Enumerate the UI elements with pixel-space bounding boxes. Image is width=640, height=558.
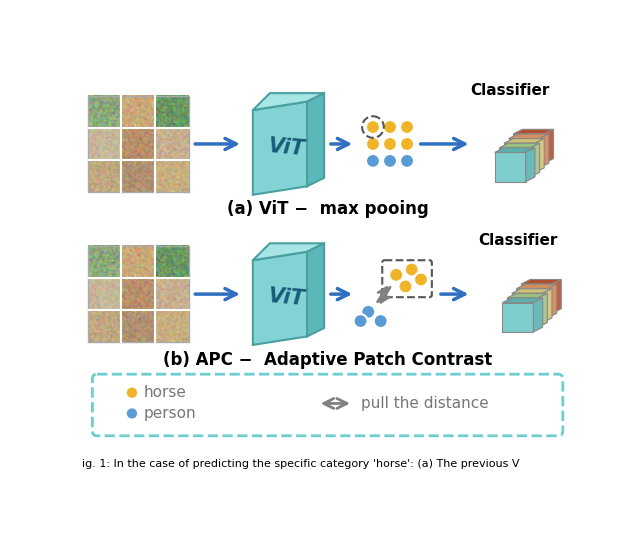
Circle shape <box>366 120 380 134</box>
Polygon shape <box>504 143 535 172</box>
Bar <box>88 96 189 192</box>
Circle shape <box>383 137 397 151</box>
Circle shape <box>404 263 419 276</box>
Polygon shape <box>513 134 544 163</box>
Polygon shape <box>540 134 549 168</box>
Polygon shape <box>509 134 549 138</box>
Text: person: person <box>143 406 196 421</box>
Polygon shape <box>544 129 554 163</box>
Polygon shape <box>253 93 324 110</box>
Text: pull the distance: pull the distance <box>360 396 488 411</box>
Polygon shape <box>307 243 324 336</box>
Circle shape <box>366 137 380 151</box>
Circle shape <box>400 120 414 134</box>
Polygon shape <box>513 129 554 134</box>
Polygon shape <box>307 93 324 186</box>
Polygon shape <box>507 294 547 298</box>
Text: ViT: ViT <box>267 286 305 310</box>
Polygon shape <box>531 143 540 177</box>
Polygon shape <box>547 284 557 318</box>
Polygon shape <box>521 284 552 314</box>
Polygon shape <box>253 243 324 260</box>
Polygon shape <box>509 138 540 168</box>
Circle shape <box>400 137 414 151</box>
Circle shape <box>125 407 138 420</box>
Polygon shape <box>507 298 538 327</box>
Polygon shape <box>525 148 535 182</box>
Polygon shape <box>543 288 552 323</box>
Bar <box>88 246 189 342</box>
FancyBboxPatch shape <box>92 374 563 436</box>
Polygon shape <box>499 148 531 177</box>
Circle shape <box>383 120 397 134</box>
Circle shape <box>353 314 367 328</box>
Polygon shape <box>516 288 547 318</box>
Circle shape <box>125 387 138 399</box>
Circle shape <box>414 272 428 286</box>
Polygon shape <box>502 302 533 332</box>
Circle shape <box>366 154 380 168</box>
Polygon shape <box>535 138 544 172</box>
Circle shape <box>399 280 412 294</box>
Text: (b) APC −  Adaptive Patch Contrast: (b) APC − Adaptive Patch Contrast <box>163 350 493 369</box>
Text: Classifier: Classifier <box>470 83 550 98</box>
Circle shape <box>374 314 388 328</box>
Polygon shape <box>502 298 543 302</box>
Circle shape <box>383 154 397 168</box>
Text: ViT: ViT <box>267 136 305 160</box>
Polygon shape <box>495 148 535 152</box>
Polygon shape <box>516 284 557 288</box>
Polygon shape <box>552 280 561 314</box>
Polygon shape <box>538 294 547 327</box>
Circle shape <box>389 268 403 282</box>
Polygon shape <box>495 152 525 182</box>
Circle shape <box>362 305 375 319</box>
Text: Classifier: Classifier <box>478 233 557 248</box>
Circle shape <box>400 154 414 168</box>
Text: ig. 1: In the case of predicting the specific category 'horse': (a) The previous: ig. 1: In the case of predicting the spe… <box>83 459 520 469</box>
Text: horse: horse <box>143 385 186 400</box>
Text: (a) ViT −  max pooing: (a) ViT − max pooing <box>227 200 429 218</box>
Polygon shape <box>504 138 544 143</box>
Polygon shape <box>511 294 543 323</box>
Polygon shape <box>521 280 561 284</box>
Polygon shape <box>511 288 552 294</box>
Polygon shape <box>499 143 540 148</box>
Polygon shape <box>253 102 307 195</box>
Polygon shape <box>253 252 307 345</box>
Polygon shape <box>533 298 543 332</box>
